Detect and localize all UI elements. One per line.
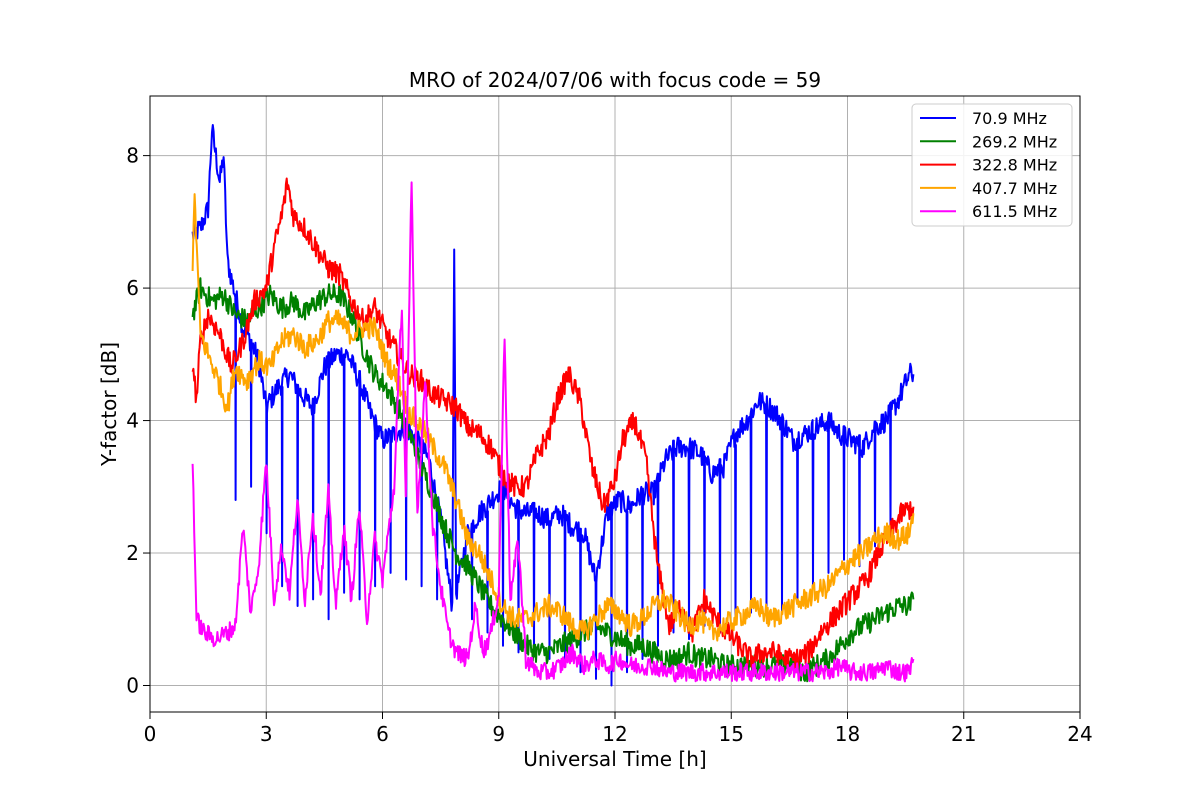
x-tick-label: 9 <box>492 722 505 746</box>
grid-lines <box>150 96 1080 712</box>
series-line-2 <box>191 177 915 671</box>
series-line-4 <box>191 181 915 683</box>
x-axis-label: Universal Time [h] <box>523 747 706 771</box>
series-lines <box>191 124 915 687</box>
y-tick-label: 6 <box>126 276 139 300</box>
y-axis-label: Y-factor [dB] <box>97 342 121 467</box>
legend-entry: 611.5 MHz <box>972 202 1057 221</box>
chart-title: MRO of 2024/07/06 with focus code = 59 <box>409 68 821 92</box>
x-tick-label: 24 <box>1067 722 1092 746</box>
x-tick-label: 3 <box>260 722 273 746</box>
x-tick-label: 15 <box>719 722 744 746</box>
x-tick-label: 21 <box>951 722 976 746</box>
legend-entry: 70.9 MHz <box>972 109 1047 128</box>
legend-box <box>911 103 1073 227</box>
legend-entry: 322.8 MHz <box>972 156 1057 175</box>
y-tick-label: 2 <box>126 541 139 565</box>
series-line-0 <box>191 124 915 687</box>
legend-entry: 269.2 MHz <box>972 132 1057 151</box>
series-line-3 <box>191 193 915 642</box>
x-tick-label: 6 <box>376 722 389 746</box>
x-tick-label: 12 <box>602 722 627 746</box>
y-tick-label: 8 <box>126 144 139 168</box>
legend-entry: 407.7 MHz <box>972 179 1057 198</box>
x-tick-label: 0 <box>144 722 157 746</box>
y-tick-label: 0 <box>126 674 139 698</box>
y-tick-label: 4 <box>126 409 139 433</box>
legend: 70.9 MHz 269.2 MHz 322.8 MHz 407.7 MHz 611.5… <box>911 103 1073 227</box>
x-tick-label: 18 <box>835 722 860 746</box>
